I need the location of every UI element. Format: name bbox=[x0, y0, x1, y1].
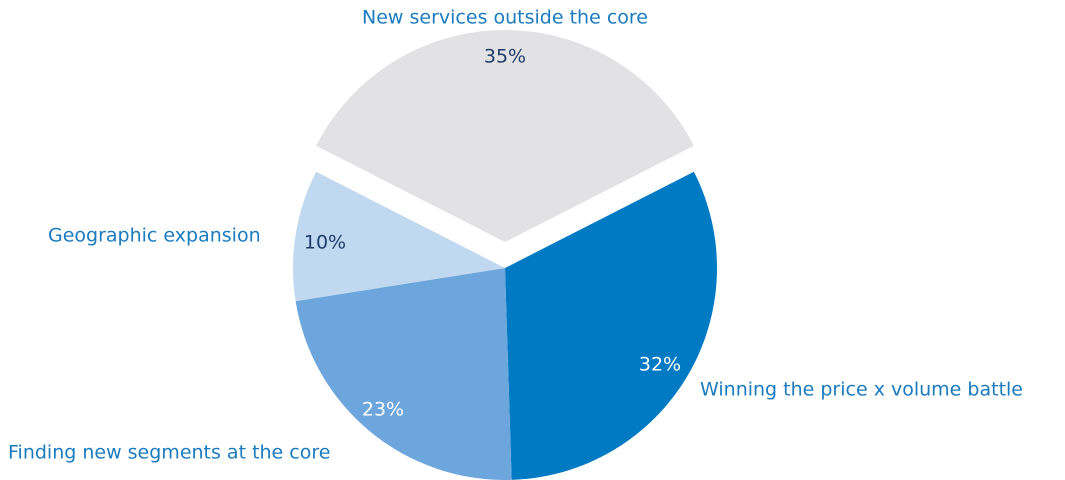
slice-label: Geographic expansion bbox=[48, 225, 261, 247]
slice-label: Finding new segments at the core bbox=[8, 442, 330, 464]
pie-slice bbox=[505, 171, 717, 480]
slice-label: New services outside the core bbox=[362, 7, 648, 29]
pie-slice bbox=[293, 171, 505, 302]
value-label: 32% bbox=[639, 354, 681, 376]
pie-slice bbox=[295, 268, 512, 480]
slice-label: Winning the price x volume battle bbox=[700, 379, 1023, 401]
value-label: 35% bbox=[484, 46, 526, 68]
value-label: 23% bbox=[362, 399, 404, 421]
pie-slice bbox=[316, 30, 694, 242]
value-label: 10% bbox=[304, 232, 346, 254]
